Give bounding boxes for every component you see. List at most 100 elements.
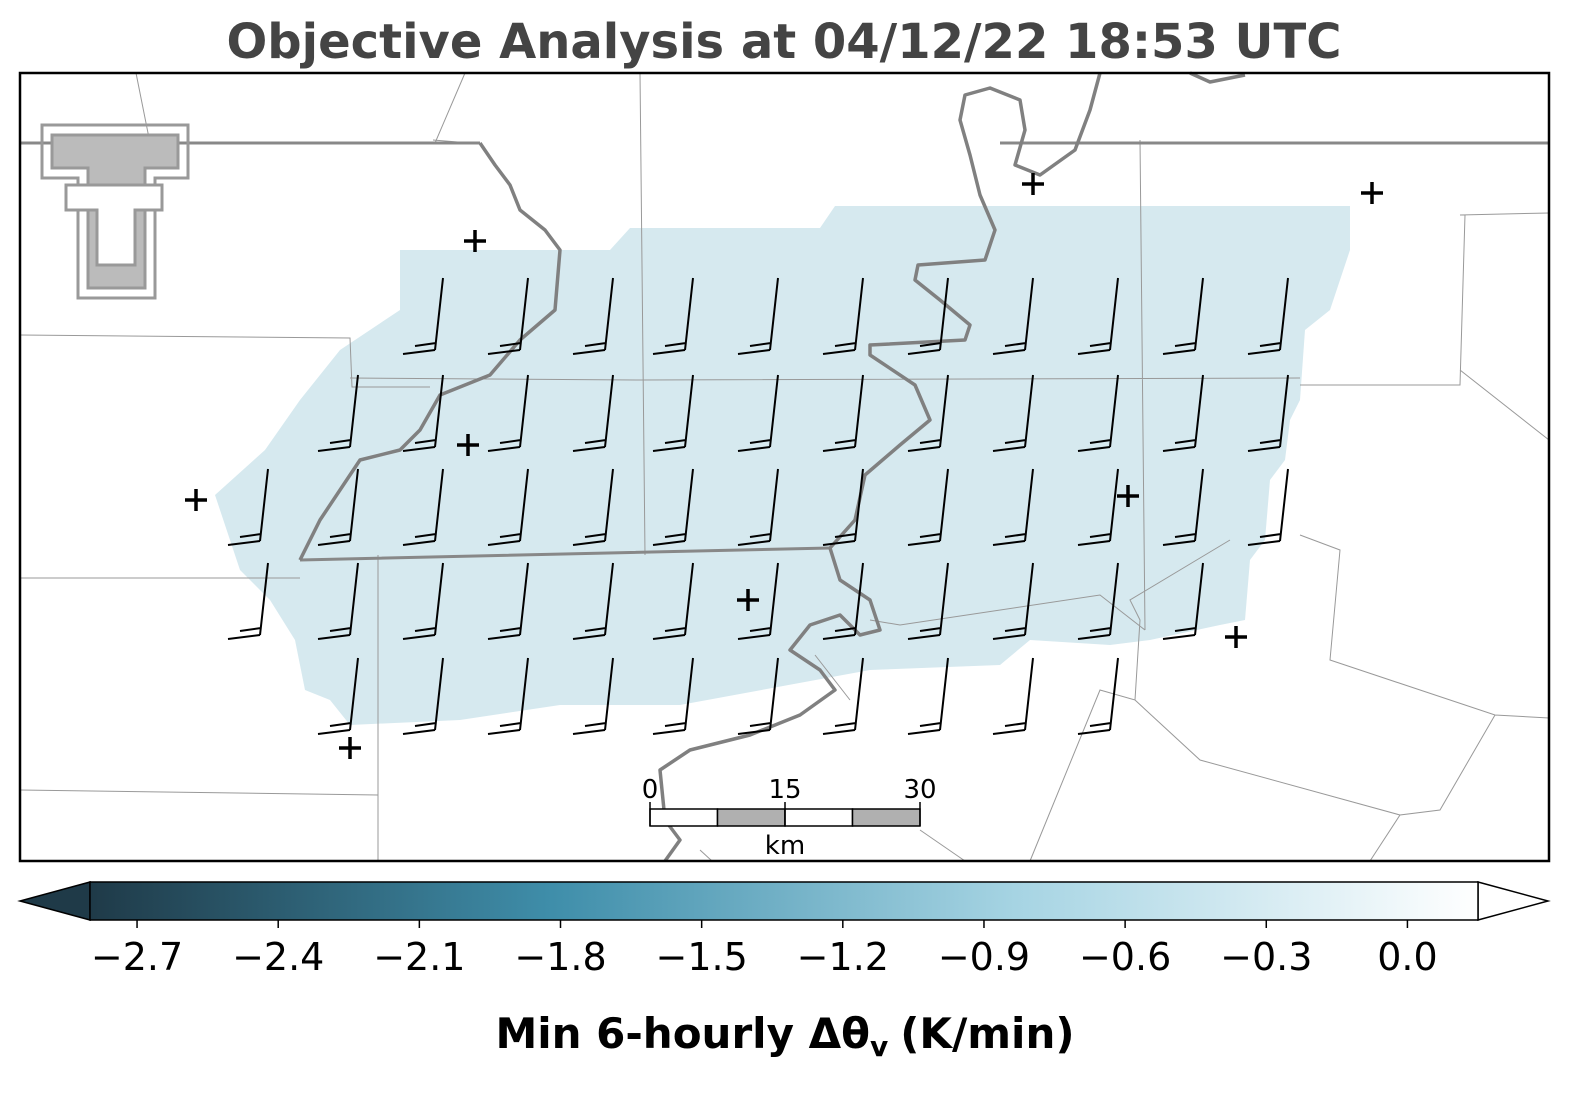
wind-barb: [652, 277, 694, 355]
wind-barb: [402, 374, 444, 452]
station-marker: [339, 737, 361, 759]
wind-barb: [572, 277, 614, 355]
wind-barb: [317, 562, 359, 640]
wind-barbs: [227, 277, 1289, 735]
wind-barb: [737, 374, 779, 452]
wind-barb: [822, 277, 864, 355]
wind-barb: [1162, 562, 1204, 640]
river: [298, 71, 1246, 863]
wind-barb: [1077, 468, 1119, 546]
station-marker: [1361, 182, 1383, 204]
shaded-field: [215, 206, 1350, 725]
wind-barb: [907, 657, 949, 735]
wind-barb: [227, 468, 269, 546]
wind-barb: [737, 657, 779, 735]
colorbar-tick-label: −0.3: [1220, 935, 1312, 979]
wind-barb: [402, 468, 444, 546]
wind-barb: [737, 277, 779, 355]
wind-barb: [652, 657, 694, 735]
wind-barb: [402, 562, 444, 640]
wind-barb: [1077, 374, 1119, 452]
colorbar-tick-label: 0.0: [1377, 935, 1437, 979]
station-marker: [464, 230, 486, 252]
wind-barb: [402, 657, 444, 735]
colorbar-label: Min 6-hourly Δθv (K/min): [495, 1009, 1074, 1063]
scale-label: 30: [903, 775, 936, 805]
wind-barb: [1077, 277, 1119, 355]
wind-barb: [227, 562, 269, 640]
wind-barb: [487, 562, 529, 640]
colorbar-tick-label: −2.4: [232, 935, 324, 979]
wind-barb: [317, 657, 359, 735]
county-borders: [19, 72, 1550, 862]
label-subscript: v: [870, 1030, 888, 1063]
scale-segment: [784, 808, 854, 827]
wind-barb: [1247, 374, 1289, 452]
wind-barb: [992, 277, 1034, 355]
scale-segment: [851, 808, 921, 827]
logo: [40, 123, 190, 300]
colorbar-tick-label: −1.5: [656, 935, 748, 979]
station-marker: [737, 589, 759, 611]
wind-barb: [822, 562, 864, 640]
scale-label: 15: [768, 775, 801, 805]
wind-barb: [487, 277, 529, 355]
colorbar-extend-high: [1477, 881, 1551, 921]
scale-segment: [716, 808, 786, 827]
wind-barb: [907, 562, 949, 640]
map-frame: [18, 71, 1551, 863]
wind-barb: [907, 277, 949, 355]
wind-barb: [572, 562, 614, 640]
wind-barb: [907, 374, 949, 452]
scale-segment: [649, 808, 719, 827]
wind-barb: [317, 374, 359, 452]
wind-barb: [652, 562, 694, 640]
scale-unit: km: [765, 831, 805, 861]
wind-barb: [402, 277, 444, 355]
wind-barb: [1162, 468, 1204, 546]
wind-barb: [1162, 277, 1204, 355]
wind-barb: [992, 468, 1034, 546]
wind-barb: [572, 374, 614, 452]
colorbar-tick-label: −0.9: [938, 935, 1030, 979]
wind-barb: [572, 657, 614, 735]
colorbar-tick-label: −1.2: [797, 935, 889, 979]
colorbar-tick-label: −2.1: [373, 935, 465, 979]
map-title: Objective Analysis at 04/12/22 18:53 UTC: [227, 14, 1342, 70]
label-unit: (K/min): [900, 1009, 1074, 1058]
wind-barb: [572, 468, 614, 546]
wind-barb: [737, 562, 779, 640]
scale-bar: 0 15 30 km: [642, 775, 937, 861]
wind-barb: [1162, 374, 1204, 452]
wind-barb: [1077, 562, 1119, 640]
wind-barb: [487, 468, 529, 546]
wind-barb: [317, 468, 359, 546]
map-panel: 0 15 30 km: [18, 71, 1551, 863]
station-marker: [1022, 173, 1044, 195]
wind-barb: [1247, 277, 1289, 355]
wind-barb: [487, 374, 529, 452]
colorbar: −2.7 −2.4 −2.1 −1.8 −1.5 −1.2 −0.9 −0.6 −0.3 0.0: [17, 881, 1551, 979]
colorbar-body: [89, 881, 1479, 921]
colorbar-tick-label: −0.6: [1079, 935, 1171, 979]
wind-barb: [487, 657, 529, 735]
scale-label: 0: [642, 775, 659, 805]
label-text: Min 6-hourly Δθ: [495, 1009, 870, 1058]
wind-barb: [992, 374, 1034, 452]
colorbar-tick-label: −1.8: [514, 935, 606, 979]
wind-barb: [822, 657, 864, 735]
station-marker: [1117, 485, 1139, 507]
wind-barb: [907, 468, 949, 546]
stations: [185, 173, 1383, 759]
station-marker: [457, 434, 479, 456]
colorbar-tick-label: −2.7: [91, 935, 183, 979]
wind-barb: [822, 468, 864, 546]
wind-barb: [652, 374, 694, 452]
wind-barb: [1077, 657, 1119, 735]
wind-barb: [1247, 468, 1289, 546]
station-marker: [185, 489, 207, 511]
station-marker: [1225, 626, 1247, 648]
wind-barb: [737, 468, 779, 546]
colorbar-extend-low: [17, 881, 91, 921]
wind-barb: [652, 468, 694, 546]
